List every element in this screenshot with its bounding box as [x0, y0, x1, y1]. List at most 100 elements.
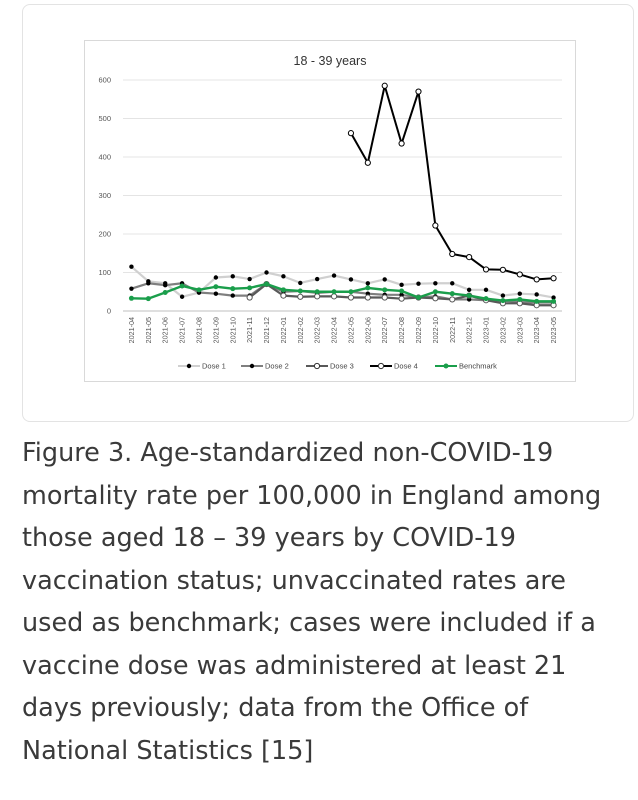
- data-point: [381, 82, 388, 89]
- data-point: [449, 296, 456, 303]
- data-point: [551, 298, 557, 304]
- legend-item: Dose 3: [306, 362, 354, 371]
- legend-marker: [377, 362, 385, 370]
- y-tick-label: 0: [107, 307, 111, 316]
- series-lines: [128, 82, 557, 309]
- data-point: [314, 289, 320, 295]
- data-point: [466, 254, 473, 261]
- data-point: [230, 286, 236, 292]
- data-point: [297, 293, 304, 300]
- data-point: [128, 295, 134, 301]
- x-tick-label: 2022-06: [363, 317, 372, 343]
- data-point: [551, 295, 556, 300]
- series-benchmark: [128, 281, 557, 304]
- y-tick-label: 600: [98, 76, 111, 85]
- data-point: [499, 266, 507, 273]
- data-point: [500, 298, 506, 304]
- data-point: [247, 276, 252, 282]
- data-point: [347, 294, 355, 301]
- y-tick-label: 300: [98, 191, 111, 200]
- data-point: [314, 293, 321, 300]
- data-point: [129, 286, 134, 291]
- x-tick-label: 2021-11: [245, 317, 254, 343]
- x-tick-label: 2021-12: [262, 317, 271, 343]
- legend-marker: [186, 363, 192, 369]
- data-point: [517, 291, 522, 296]
- legend-marker: [443, 363, 449, 369]
- data-point: [449, 291, 455, 297]
- data-point: [281, 274, 286, 279]
- x-tick-label: 2021-10: [228, 317, 237, 343]
- x-tick-label: 2022-09: [414, 317, 423, 343]
- x-tick-label: 2022-04: [330, 317, 339, 343]
- legend: Dose 1 Dose 2 Dose 3 Dose 4 Benchmark: [178, 362, 497, 371]
- data-point: [516, 271, 523, 278]
- y-tick-label: 200: [98, 230, 111, 239]
- data-point: [416, 281, 421, 286]
- y-axis-ticks: 0 100 200 300 400 500 600: [98, 76, 111, 316]
- data-point: [483, 296, 489, 302]
- x-tick-label: 2023-03: [515, 317, 524, 343]
- data-point: [348, 277, 354, 282]
- data-point: [450, 281, 455, 286]
- x-tick-label: 2022-01: [279, 317, 288, 343]
- data-point: [246, 294, 253, 301]
- data-point: [196, 287, 202, 293]
- x-tick-label: 2021-04: [127, 317, 136, 343]
- data-point: [314, 276, 320, 282]
- data-point: [449, 250, 456, 258]
- x-tick-label: 2022-08: [397, 317, 406, 343]
- x-tick-label: 2022-05: [346, 317, 355, 343]
- legend-label: Dose 4: [394, 362, 418, 371]
- data-point: [298, 280, 303, 286]
- legend-item: Dose 4: [370, 362, 418, 371]
- data-point: [399, 288, 405, 294]
- data-point: [466, 287, 472, 293]
- y-tick-label: 400: [98, 153, 111, 162]
- data-point: [179, 294, 185, 299]
- legend-marker: [249, 363, 255, 369]
- data-point: [500, 293, 506, 298]
- data-point: [550, 275, 557, 282]
- data-point: [432, 222, 439, 229]
- legend-item: Dose 2: [241, 362, 289, 371]
- data-point: [432, 295, 439, 302]
- data-point: [129, 264, 134, 269]
- x-tick-label: 2021-08: [194, 317, 203, 343]
- x-tick-label: 2023-02: [498, 317, 507, 343]
- x-tick-label: 2022-02: [296, 317, 305, 343]
- data-point: [365, 281, 371, 286]
- x-tick-label: 2022-03: [313, 317, 322, 343]
- legend-label: Benchmark: [459, 362, 497, 371]
- data-point: [432, 289, 438, 295]
- data-point: [213, 275, 219, 280]
- chart-title: 18 - 39 years: [294, 54, 367, 68]
- series-line: [131, 282, 554, 303]
- data-point: [534, 292, 539, 297]
- legend-label: Dose 3: [330, 362, 354, 371]
- data-point: [466, 293, 472, 299]
- x-tick-label: 2021-09: [211, 317, 220, 343]
- legend-item: Dose 1: [178, 362, 226, 371]
- y-tick-label: 100: [98, 268, 111, 277]
- data-point: [330, 293, 338, 300]
- data-point: [398, 295, 405, 302]
- chart-frame: 18 - 39 years 0 100 200 300 400 500 600 2021-0…: [84, 40, 576, 382]
- figure-caption: Figure 3. Age-standardized non-COVID-19 …: [22, 438, 602, 766]
- data-point: [162, 290, 168, 296]
- x-tick-label: 2021-07: [178, 317, 187, 343]
- data-point: [146, 281, 151, 286]
- mortality-line-chart: 18 - 39 years 0 100 200 300 400 500 600 2021-0…: [98, 54, 562, 371]
- gridlines: [123, 79, 562, 312]
- data-point: [483, 287, 489, 293]
- x-tick-label: 2021-06: [161, 317, 170, 343]
- legend-label: Dose 2: [265, 362, 289, 371]
- data-point: [230, 274, 235, 279]
- x-tick-label: 2023-01: [482, 317, 491, 343]
- data-point: [364, 159, 371, 166]
- data-point: [264, 281, 270, 287]
- data-point: [213, 291, 219, 296]
- data-point: [399, 282, 404, 288]
- data-point: [297, 288, 303, 294]
- data-point: [533, 276, 540, 283]
